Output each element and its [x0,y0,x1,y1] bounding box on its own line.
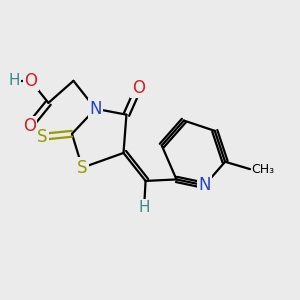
Text: H: H [138,200,150,215]
Text: O: O [132,79,145,97]
Text: S: S [37,128,48,146]
Text: O: O [24,72,37,90]
Text: CH₃: CH₃ [252,163,275,176]
Text: N: N [89,100,102,118]
Text: N: N [198,176,211,194]
Text: S: S [77,159,88,177]
Text: O: O [23,117,36,135]
Text: H: H [8,73,20,88]
